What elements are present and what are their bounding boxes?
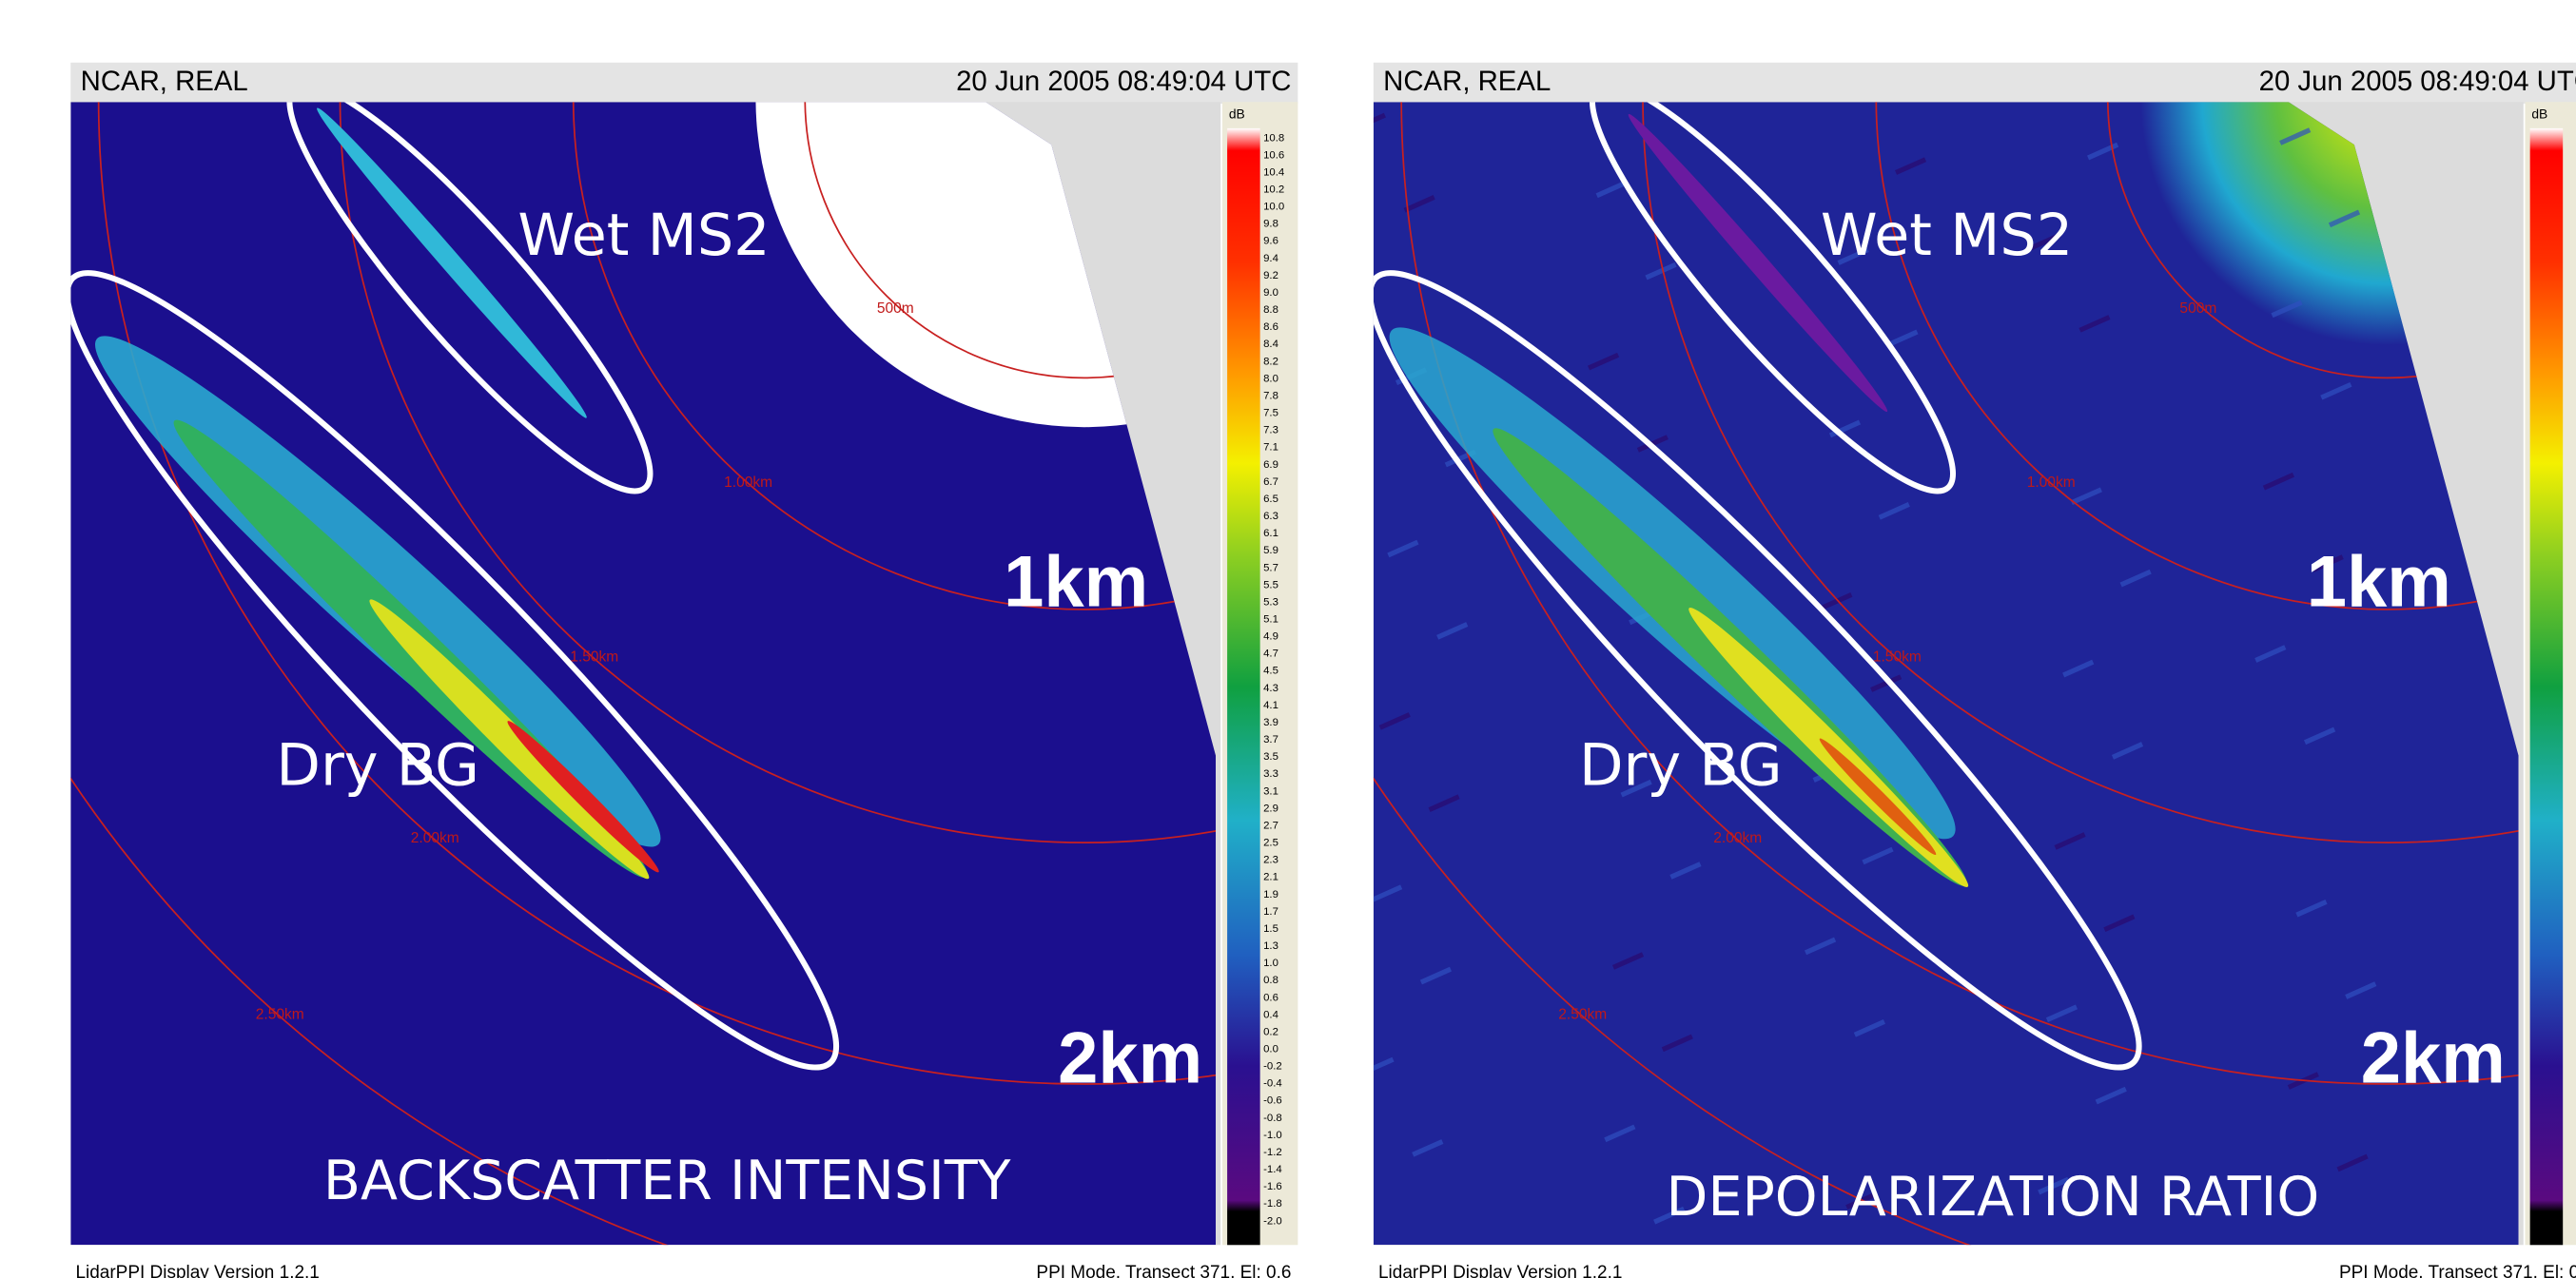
colorbar-tick-label: 8.0 — [1263, 373, 1278, 384]
colorbar-tick-label: 8.4 — [1263, 339, 1278, 350]
colorbar-tick-label: 4.1 — [1263, 700, 1278, 711]
footer-mode: PPI Mode, Transect 371, El: 0.6 — [1036, 1263, 1291, 1278]
colorbar-tick-label: 5.9 — [1263, 545, 1278, 556]
colorbar-unit: dB — [1229, 106, 1245, 122]
range-label: 1.50km — [1873, 649, 1922, 666]
colorbar-tick-label: 3.3 — [1263, 768, 1278, 780]
colorbar-tick-label: -2.0 — [1263, 1215, 1282, 1227]
colorbar-tick-label: 10.8 — [1263, 132, 1284, 144]
range-label: 2.50km — [256, 1006, 304, 1022]
colorbar-tick-label: 5.1 — [1263, 614, 1278, 626]
label-1km: 1km — [1004, 541, 1148, 622]
colorbar — [1227, 128, 1260, 1245]
colorbar-tick-label: 2.7 — [1263, 820, 1278, 831]
colorbar-tick-label: 5.3 — [1263, 596, 1278, 608]
footer-version: LidarPPI Display Version 1.2.1 — [1378, 1263, 1622, 1278]
colorbar-tick-label: 9.4 — [1263, 253, 1278, 264]
colorbar-tick-label: 7.3 — [1263, 425, 1278, 436]
colorbar-tick-label: 4.9 — [1263, 631, 1278, 643]
label-dry: Dry BG — [276, 733, 479, 800]
colorbar-tick-label: -0.8 — [1263, 1113, 1282, 1124]
colorbar — [2530, 128, 2564, 1245]
panel-title: DEPOLARIZATION RATIO — [1667, 1166, 2320, 1229]
footer-version: LidarPPI Display Version 1.2.1 — [75, 1263, 319, 1278]
colorbar-tick-label: 10.2 — [1263, 184, 1284, 196]
colorbar-tick-label: 2.3 — [1263, 855, 1278, 866]
colorbar-tick-label: 5.7 — [1263, 562, 1278, 573]
label-2km: 2km — [2361, 1017, 2506, 1098]
colorbar-tick-label: 6.1 — [1263, 528, 1278, 539]
colorbar-tick-label: 6.9 — [1263, 459, 1278, 471]
range-label: 500m — [2179, 300, 2216, 317]
colorbar-tick-label: 2.5 — [1263, 838, 1278, 849]
lidar-panel: 500m 1.00km 1.50km 2.00km 2.50km NCAR, REAL 20… — [1166, 0, 2576, 1278]
colorbar-tick-label: 3.1 — [1263, 785, 1278, 797]
colorbar-tick-label: 1.3 — [1263, 940, 1278, 952]
colorbar-unit: dB — [2531, 106, 2547, 122]
colorbar-tick-label: 8.8 — [1263, 304, 1278, 316]
range-label: 1.00km — [2027, 474, 2076, 491]
colorbar-tick-label: 2.1 — [1263, 872, 1278, 883]
colorbar-tick-label: 8.6 — [1263, 321, 1278, 333]
range-label: 2.00km — [411, 830, 459, 846]
colorbar-tick-label: 0.2 — [1263, 1026, 1278, 1037]
colorbar-tick-label: -0.6 — [1263, 1095, 1282, 1107]
colorbar-tick-label: 4.3 — [1263, 683, 1278, 694]
colorbar-tick-label: 6.7 — [1263, 476, 1278, 488]
colorbar-tick-label: 7.5 — [1263, 408, 1278, 419]
colorbar-tick-label: 0.4 — [1263, 1009, 1278, 1020]
colorbar-tick-label: 1.0 — [1263, 958, 1278, 969]
colorbar-tick-label: -0.2 — [1263, 1061, 1282, 1073]
range-label: 2.00km — [1713, 830, 1762, 846]
colorbar-tick-label: 3.5 — [1263, 751, 1278, 763]
colorbar-tick-label: 4.5 — [1263, 666, 1278, 677]
colorbar-tick-label: -1.2 — [1263, 1147, 1282, 1158]
colorbar-tick-label: -1.0 — [1263, 1130, 1282, 1141]
label-1km: 1km — [2307, 541, 2451, 622]
colorbar-tick-label: 10.6 — [1263, 149, 1284, 161]
header-source: NCAR, REAL — [1383, 66, 1551, 97]
colorbar-tick-label: 3.9 — [1263, 717, 1278, 728]
colorbar-tick-label: -1.6 — [1263, 1181, 1282, 1192]
colorbar-tick-label: 1.9 — [1263, 889, 1278, 900]
colorbar-tick-label: -0.4 — [1263, 1078, 1282, 1090]
footer-mode: PPI Mode, Transect 371, El: 0.6 — [2339, 1263, 2576, 1278]
label-2km: 2km — [1058, 1017, 1202, 1098]
header-timestamp: 20 Jun 2005 08:49:04 UTC — [2259, 66, 2576, 97]
colorbar-tick-label: 6.3 — [1263, 511, 1278, 522]
header-timestamp: 20 Jun 2005 08:49:04 UTC — [956, 66, 1291, 97]
colorbar-tick-label: 7.8 — [1263, 390, 1278, 401]
colorbar-tick-label: 3.7 — [1263, 734, 1278, 746]
figure: 500m 1.00km 1.50km 2.00km 2.50km NCAR, REAL 20… — [0, 0, 2576, 1278]
colorbar-tick-label: 10.4 — [1263, 166, 1284, 178]
range-label: 2.50km — [1558, 1006, 1607, 1022]
colorbar-tick-label: 0.6 — [1263, 992, 1278, 1003]
range-label: 1.50km — [570, 649, 618, 666]
label-dry: Dry BG — [1579, 733, 1783, 800]
label-wet: Wet MS2 — [1821, 203, 2073, 269]
colorbar-tick-label: 9.6 — [1263, 236, 1278, 247]
colorbar-tick-label: 9.8 — [1263, 219, 1278, 230]
colorbar-tick-label: 1.5 — [1263, 923, 1278, 935]
colorbar-tick-label: 6.5 — [1263, 494, 1278, 505]
colorbar-tick-label: 1.7 — [1263, 906, 1278, 918]
colorbar-tick-label: 9.0 — [1263, 287, 1278, 299]
colorbar-tick-label: 8.2 — [1263, 356, 1278, 367]
colorbar-tick-label: 0.8 — [1263, 975, 1278, 986]
range-label: 1.00km — [724, 474, 772, 491]
colorbar-tick-label: 5.5 — [1263, 579, 1278, 591]
colorbar-tick-label: 7.1 — [1263, 442, 1278, 454]
colorbar-tick-label: -1.4 — [1263, 1164, 1282, 1175]
label-wet: Wet MS2 — [517, 203, 770, 269]
colorbar-tick-label: 2.9 — [1263, 803, 1278, 814]
range-label: 500m — [877, 300, 914, 317]
colorbar-tick-label: 4.7 — [1263, 649, 1278, 660]
page: {"panels": [ {"header": {"source": "NCAR… — [0, 0, 2576, 1278]
panel-title: BACKSCATTER INTENSITY — [323, 1150, 1011, 1212]
header-source: NCAR, REAL — [81, 66, 248, 97]
colorbar-tick-label: 10.0 — [1263, 202, 1284, 213]
colorbar-tick-label: 9.2 — [1263, 270, 1278, 281]
colorbar-tick-label: -1.8 — [1263, 1198, 1282, 1210]
colorbar-tick-label: 0.0 — [1263, 1044, 1278, 1055]
